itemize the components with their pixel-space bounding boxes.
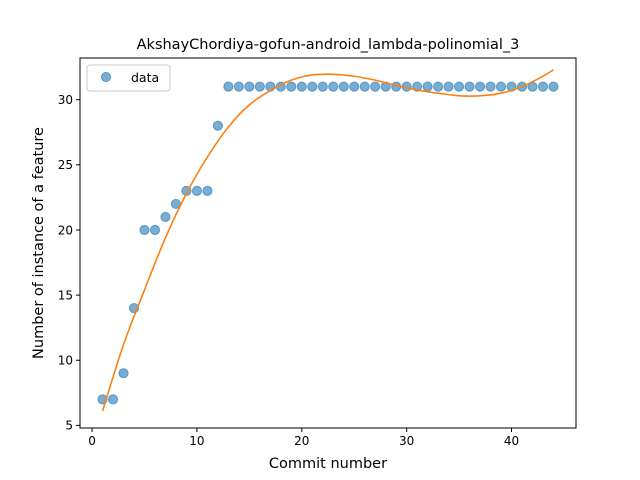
data-point: [233, 81, 244, 92]
data-point: [160, 211, 171, 223]
data-point: [474, 81, 486, 92]
data-point: [296, 81, 307, 92]
data-point: [485, 81, 496, 92]
data-point: [223, 81, 234, 92]
data-point: [107, 394, 119, 405]
y-tick-label: 30: [58, 93, 73, 107]
axes-frame: [79, 57, 577, 429]
data-point: [349, 81, 360, 92]
data-point: [359, 81, 370, 92]
x-tick-label: 30: [399, 434, 414, 448]
x-tick-label: 20: [294, 434, 309, 448]
data-point: [139, 224, 150, 236]
legend-frame: [86, 64, 171, 92]
data-point: [328, 81, 339, 92]
data-point: [149, 224, 161, 236]
y-tick-label: 25: [58, 158, 73, 172]
data-point: [254, 81, 265, 92]
data-point: [244, 81, 255, 92]
data-point: [443, 81, 454, 92]
y-axis-ticks: 5 10 15 20 25 30: [58, 93, 80, 433]
data-point: [453, 81, 465, 92]
data-point: [464, 81, 475, 92]
data-point: [286, 81, 297, 92]
y-tick-label: 5: [65, 419, 73, 433]
y-tick-label: 20: [58, 223, 73, 237]
data-point: [191, 185, 203, 196]
chart-title: AkshayChordiya-gofun-android_lambda-poli…: [137, 37, 520, 53]
y-tick-label: 15: [58, 288, 73, 302]
plot-area: [97, 69, 559, 412]
x-tick-label: 10: [189, 434, 204, 448]
data-point: [118, 368, 129, 379]
legend: data: [86, 64, 171, 92]
data-point: [370, 81, 381, 92]
x-tick-label: 0: [88, 434, 96, 448]
data-point: [548, 81, 559, 92]
y-axis-label: Number of instance of a feature: [31, 127, 47, 359]
fit-curve: [101, 69, 554, 412]
legend-label: data: [131, 70, 159, 85]
data-point: [495, 81, 507, 92]
data-point: [422, 81, 433, 92]
x-axis-ticks: 0 10 20 30 40: [88, 428, 519, 448]
data-point: [317, 81, 328, 92]
x-tick-label: 40: [504, 434, 519, 448]
data-point: [307, 81, 318, 92]
y-tick-label: 10: [58, 354, 73, 368]
data-point: [338, 81, 349, 92]
data-point: [212, 120, 223, 131]
data-point: [202, 185, 213, 196]
legend-marker: [100, 71, 112, 83]
x-axis-label: Commit number: [269, 456, 387, 472]
data-point: [537, 81, 549, 92]
data-point: [433, 81, 444, 92]
